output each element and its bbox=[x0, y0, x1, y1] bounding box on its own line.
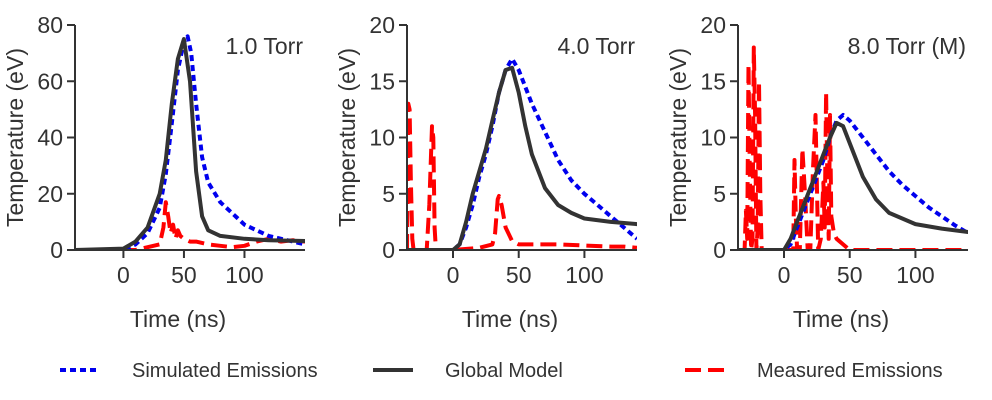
x-tick-label: 50 bbox=[506, 262, 532, 288]
y-tick-label: 20 bbox=[700, 12, 726, 38]
legend-item-global: Global Model bbox=[373, 360, 563, 382]
y-tick-label: 0 bbox=[382, 237, 395, 263]
y-tick-label: 20 bbox=[37, 181, 63, 207]
x-tick-label: 0 bbox=[447, 262, 460, 288]
legend-label: Simulated Emissions bbox=[132, 360, 318, 382]
y-axis-title: Temperature (eV) bbox=[665, 48, 691, 227]
x-axis-title: Time (ns) bbox=[130, 306, 226, 332]
y-tick-label: 15 bbox=[369, 68, 395, 94]
series-line-measured bbox=[738, 45, 968, 250]
y-tick-label: 80 bbox=[37, 12, 63, 38]
x-tick-label: 100 bbox=[225, 262, 263, 288]
legend-item-simulated: Simulated Emissions bbox=[60, 360, 318, 382]
chart-panel-3: 0 5 10 15 20 0 50 100 Time (ns) Temperature (eV) 8… bbox=[665, 12, 968, 332]
x-tick-label: 50 bbox=[171, 262, 197, 288]
series-line-simulated bbox=[75, 34, 305, 250]
y-axis-title: Temperature (eV) bbox=[2, 48, 28, 227]
x-tick-label: 50 bbox=[837, 262, 863, 288]
x-tick-label: 0 bbox=[117, 262, 130, 288]
y-tick-label: 0 bbox=[713, 237, 726, 263]
series-line-global bbox=[738, 120, 968, 250]
pressure-annotation: 4.0 Torr bbox=[557, 33, 635, 59]
chart-panel-2: 0 5 10 15 20 0 50 100 Time (ns) Temperature (eV) 4… bbox=[334, 12, 637, 332]
y-tick-label: 20 bbox=[369, 12, 395, 38]
pressure-annotation: 1.0 Torr bbox=[225, 33, 303, 59]
y-tick-label: 5 bbox=[382, 181, 395, 207]
y-tick-label: 15 bbox=[700, 68, 726, 94]
y-tick-label: 10 bbox=[369, 125, 395, 151]
y-tick-label: 5 bbox=[713, 181, 726, 207]
x-tick-label: 100 bbox=[565, 262, 603, 288]
y-tick-label: 10 bbox=[700, 125, 726, 151]
series-line-simulated bbox=[738, 113, 968, 250]
x-axis-title: Time (ns) bbox=[793, 306, 889, 332]
series-group bbox=[75, 34, 305, 250]
y-axis-title: Temperature (eV) bbox=[334, 48, 360, 227]
y-tick-label: 0 bbox=[50, 237, 63, 263]
pressure-annotation: 8.0 Torr (M) bbox=[848, 33, 966, 59]
series-line-measured bbox=[407, 101, 637, 250]
series-line-measured bbox=[75, 200, 305, 250]
legend: Simulated Emissions Global Model Measured … bbox=[60, 360, 943, 382]
chart-panel-1: 0 20 40 60 80 0 50 100 Time (ns) Temperature (eV)… bbox=[2, 12, 305, 332]
legend-label: Measured Emissions bbox=[757, 360, 943, 382]
x-tick-label: 0 bbox=[778, 262, 791, 288]
series-line-global bbox=[407, 65, 637, 250]
series-line-global bbox=[75, 37, 305, 250]
series-group bbox=[407, 56, 637, 250]
y-tick-label: 40 bbox=[37, 125, 63, 151]
y-tick-label: 60 bbox=[37, 68, 63, 94]
series-group bbox=[738, 45, 968, 250]
legend-item-measured: Measured Emissions bbox=[685, 360, 943, 382]
x-axis-title: Time (ns) bbox=[462, 306, 558, 332]
legend-label: Global Model bbox=[445, 360, 563, 382]
x-tick-label: 100 bbox=[896, 262, 934, 288]
